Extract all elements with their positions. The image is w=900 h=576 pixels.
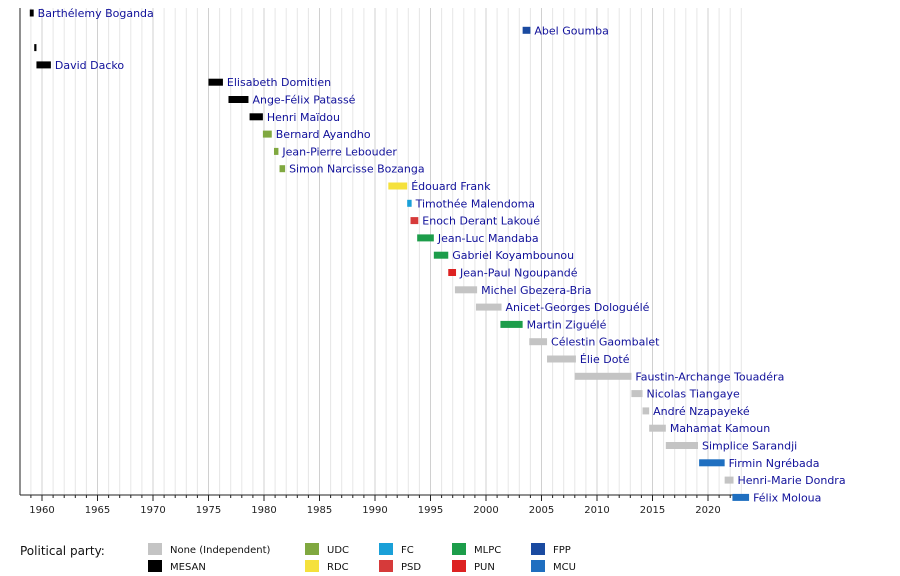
legend-label: MESAN [170, 562, 206, 573]
legend-swatch [148, 543, 162, 555]
tenure-bar [388, 182, 408, 190]
legend-label: UDC [327, 545, 349, 556]
tenure-bar [732, 493, 750, 501]
legend-swatch [531, 560, 545, 572]
entry-label: Jean-Luc Mandaba [437, 232, 539, 245]
tenure-bar [34, 44, 37, 52]
legend-label: PUN [474, 562, 495, 573]
tenure-bar [454, 286, 478, 294]
legend-swatch [305, 543, 319, 555]
legend-swatch [452, 543, 466, 555]
entry-label: Faustin-Archange Touadéra [635, 370, 784, 383]
entry-label: Anicet-Georges Dologuélé [506, 301, 650, 314]
x-tick-label: 2015 [640, 505, 665, 516]
tenure-bar [208, 78, 223, 86]
x-tick-label: 1985 [307, 505, 332, 516]
x-tick-label: 2010 [584, 505, 609, 516]
entry-label: Nicolas Tiangaye [647, 388, 740, 401]
tenure-bar [547, 355, 576, 363]
tenure-bar [522, 26, 531, 34]
x-tick-label: 1995 [418, 505, 443, 516]
entry-label: Mahamat Kamoun [670, 422, 770, 435]
entry-label: David Dacko [55, 59, 124, 72]
legend-swatch [452, 560, 466, 572]
legend-label: FC [401, 545, 414, 556]
entry-label: Barthélemy Boganda [38, 7, 154, 20]
entry-label: Bernard Ayandho [276, 128, 371, 141]
legend-swatch [148, 560, 162, 572]
tenure-bar [649, 424, 666, 432]
legend-swatch [531, 543, 545, 555]
tenure-bar [699, 459, 725, 467]
tenure-bar [29, 9, 34, 17]
tenure-bar [631, 390, 643, 398]
x-tick-label: 1980 [251, 505, 276, 516]
tenure-bar [249, 113, 263, 121]
legend-swatch [379, 543, 393, 555]
legend-swatch [379, 560, 393, 572]
legend-label: PSD [401, 562, 421, 573]
entry-label: Gabriel Koyambounou [452, 249, 574, 262]
entry-label: André Nzapayeké [653, 405, 750, 418]
tenure-bar [448, 269, 457, 276]
entry-label: Jean-Pierre Lebouder [281, 145, 397, 158]
x-tick-label: 1960 [29, 505, 54, 516]
tenure-bar [665, 442, 699, 449]
tenure-bar [279, 165, 286, 173]
x-tick-label: 2020 [695, 505, 720, 516]
tenure-bar [529, 338, 548, 346]
tenure-bar [433, 251, 449, 259]
x-tick-label: 1975 [196, 505, 221, 516]
legend-label: MCU [553, 562, 576, 573]
entry-label: Simon Narcisse Bozanga [289, 163, 425, 176]
entry-label: Timothée Malendoma [415, 197, 535, 210]
legend: Political party: None (Independent) MESAN… [20, 543, 576, 573]
entry-label: Firmin Ngrébada [729, 457, 820, 470]
legend-label: None (Independent) [170, 545, 271, 556]
legend-title: Political party: [20, 544, 105, 558]
tenure-bar [417, 234, 434, 242]
x-tick-label: 1965 [85, 505, 110, 516]
tenure-bar [273, 147, 279, 155]
tenure-bar [500, 320, 523, 328]
legend-label: MLPC [474, 545, 501, 556]
legend-label: FPP [553, 545, 571, 556]
tenure-bar [642, 407, 650, 415]
entry-label: Célestin Gaombalet [551, 336, 660, 349]
tenure-bar [228, 96, 249, 103]
x-axis: 1960 1965 1970 1975 1980 1985 1990 1995 2000 2005… [19, 8, 749, 516]
entry-label: Jean-Paul Ngoupandé [459, 267, 578, 280]
grid-layer [30, 8, 742, 495]
tenure-bar [410, 217, 419, 225]
legend-swatch [305, 560, 319, 572]
x-tick-label: 1990 [362, 505, 387, 516]
tenure-bar [476, 303, 502, 311]
entry-label: Henri-Marie Dondra [738, 474, 846, 487]
entry-label: Enoch Derant Lakoué [422, 215, 540, 228]
tenure-bar [262, 130, 272, 138]
x-tick-label: 2005 [529, 505, 554, 516]
entry-label: Abel Goumba [534, 24, 609, 37]
legend-label: RDC [327, 562, 349, 573]
entry-label: Élie Doté [580, 353, 630, 366]
entry-label: Simplice Sarandji [702, 440, 797, 453]
entry-label: Martin Ziguélé [527, 318, 607, 331]
tenure-bar [724, 476, 734, 484]
tenure-bar [407, 199, 412, 207]
x-tick-label: 2000 [473, 505, 498, 516]
entry-label: Michel Gbezera-Bria [481, 284, 591, 297]
tenure-bar [574, 372, 632, 380]
entry-label: Ange-Félix Patassé [252, 94, 355, 107]
entry-label: Henri Maïdou [267, 111, 340, 124]
entry-label: Félix Moloua [753, 491, 821, 504]
entry-label: Édouard Frank [411, 180, 491, 193]
tenure-bars: Barthélemy Boganda Abel Goumba David Dacko… [29, 7, 846, 504]
entry-label: Elisabeth Domitien [227, 76, 331, 89]
x-tick-label: 1970 [140, 505, 165, 516]
tenure-bar [36, 61, 51, 69]
